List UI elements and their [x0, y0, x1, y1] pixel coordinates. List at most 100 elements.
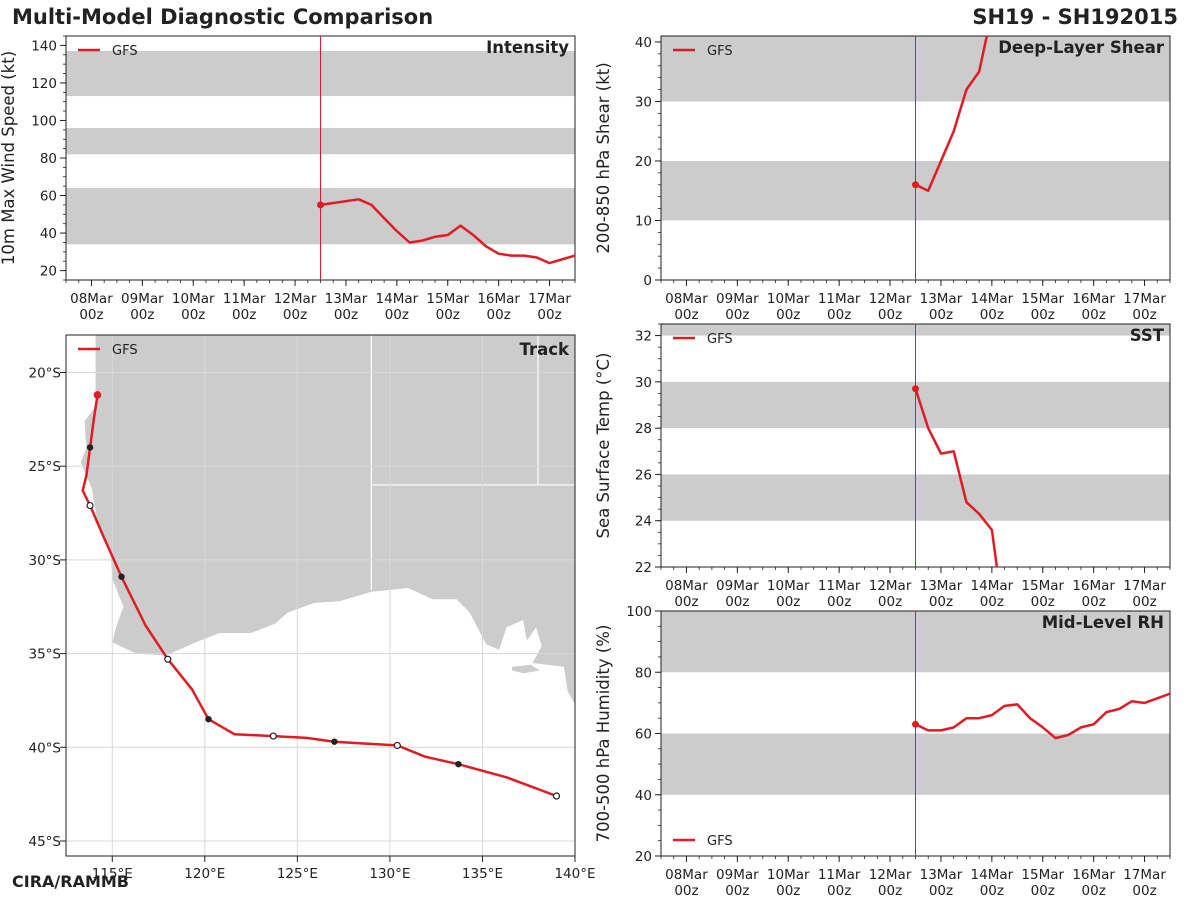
- track-point-00z: [118, 573, 125, 580]
- sst-legend-label: GFS: [707, 332, 733, 347]
- shear-xtick-label-hour: 00z: [827, 307, 851, 323]
- intensity-title: Intensity: [486, 38, 569, 57]
- intensity-xtick-label-hour: 00z: [385, 307, 409, 323]
- rh-legend-label: GFS: [707, 834, 733, 849]
- panel-shear: 01020304008Mar00z09Mar00z10Mar00z11Mar00…: [594, 35, 1171, 323]
- shear-series-gfs: [914, 36, 989, 192]
- intensity-ytick-label: 40: [40, 226, 57, 242]
- shear-ytick-label: 0: [643, 273, 652, 289]
- sst-xtick-label-day: 14Mar: [971, 578, 1014, 594]
- intensity-ytick-label: 120: [31, 76, 57, 92]
- rh-xtick-label-hour: 00z: [929, 883, 953, 899]
- track-ytick-label: 25°S: [29, 459, 62, 475]
- panel-rh: 2040608010008Mar00z09Mar00z10Mar00z11Mar…: [594, 604, 1171, 899]
- sst-xtick-label-hour: 00z: [878, 594, 902, 610]
- intensity-xtick-label-day: 12Mar: [274, 291, 317, 307]
- shear-xtick-label-hour: 00z: [878, 307, 902, 323]
- rh-ylabel: 700-500 hPa Humidity (%): [594, 625, 613, 843]
- rh-xtick-label-day: 16Mar: [1072, 867, 1115, 883]
- rh-xtick-label-day: 15Mar: [1021, 867, 1064, 883]
- rh-xtick-label-hour: 00z: [878, 883, 902, 899]
- sst-ytick-label: 22: [635, 560, 652, 576]
- sst-xtick-label-hour: 00z: [725, 594, 749, 610]
- shear-ytick-label: 40: [635, 35, 652, 51]
- track-ytick-label: 45°S: [29, 834, 62, 850]
- rh-ytick-label: 60: [635, 727, 652, 743]
- rh-xtick-label-hour: 00z: [1132, 883, 1156, 899]
- rh-xtick-label-hour: 00z: [674, 883, 698, 899]
- intensity-ytick-label: 140: [31, 38, 57, 54]
- intensity-xtick-label-day: 14Mar: [376, 291, 419, 307]
- sst-ytick-label: 24: [635, 514, 652, 530]
- intensity-series-gfs: [320, 198, 575, 265]
- shear-xtick-label-day: 11Mar: [818, 291, 861, 307]
- shear-xtick-label-day: 15Mar: [1021, 291, 1064, 307]
- rh-xtick-label-day: 11Mar: [818, 867, 861, 883]
- track-init-point: [93, 391, 102, 399]
- track-series-gfs: [81, 394, 557, 798]
- sst-xtick-label-day: 08Mar: [665, 578, 708, 594]
- intensity-xtick-label-day: 11Mar: [223, 291, 266, 307]
- intensity-xtick-label-day: 16Mar: [477, 291, 520, 307]
- rh-ytick-label: 20: [635, 849, 652, 865]
- rh-xtick-label-day: 09Mar: [716, 867, 759, 883]
- track-point-00z: [86, 444, 94, 451]
- intensity-xtick-label-hour: 00z: [283, 307, 307, 323]
- intensity-ytick-label: 80: [40, 151, 57, 167]
- track-xtick-label: 135°E: [462, 866, 503, 882]
- intensity-xtick-label-day: 17Mar: [528, 291, 571, 307]
- figure-title: Multi-Model Diagnostic Comparison: [12, 5, 434, 29]
- sst-xtick-label-hour: 00z: [776, 594, 800, 610]
- intensity-xtick-label-hour: 00z: [232, 307, 256, 323]
- shear-xtick-label-day: 17Mar: [1123, 291, 1166, 307]
- intensity-xtick-label-day: 13Mar: [325, 291, 368, 307]
- track-ytick-label: 30°S: [29, 553, 62, 569]
- sst-xtick-label-hour: 00z: [827, 594, 851, 610]
- shear-xtick-label-day: 10Mar: [767, 291, 810, 307]
- shear-xtick-label-hour: 00z: [1082, 307, 1106, 323]
- track-point-12z: [164, 655, 172, 663]
- intensity-ytick-label: 60: [40, 189, 57, 205]
- shear-xtick-label-day: 16Mar: [1072, 291, 1115, 307]
- rh-ytick-label: 40: [635, 788, 652, 804]
- sst-ytick-label: 28: [635, 421, 652, 437]
- sst-series-gfs: [914, 388, 999, 567]
- sst-xtick-label-day: 10Mar: [767, 578, 810, 594]
- track-frame: [65, 334, 576, 857]
- shear-xtick-label-hour: 00z: [929, 307, 953, 323]
- intensity-xtick-label-day: 09Mar: [121, 291, 164, 307]
- sst-xtick-label-day: 13Mar: [920, 578, 963, 594]
- track-point-12z: [393, 741, 401, 750]
- rh-xtick-label-day: 13Mar: [920, 867, 963, 883]
- sst-xtick-label-hour: 00z: [1031, 594, 1055, 610]
- track-ytick-label: 20°S: [29, 365, 62, 381]
- intensity-xtick-label-day: 10Mar: [172, 291, 215, 307]
- track-point-00z: [205, 715, 212, 723]
- panel-intensity: 2040608010012014008Mar00z09Mar00z10Mar00…: [0, 35, 576, 323]
- rh-xtick-label-day: 17Mar: [1123, 867, 1166, 883]
- shear-init-point: [912, 181, 919, 189]
- sst-ylabel: Sea Surface Temp (°C): [594, 353, 613, 539]
- australia-land: [80, 335, 575, 705]
- intensity-xtick-label-hour: 00z: [334, 307, 358, 323]
- track-xtick-label: 130°E: [369, 866, 410, 882]
- track-ytick-label: 35°S: [29, 647, 62, 663]
- intensity-xtick-label-day: 08Mar: [70, 291, 113, 307]
- track-ytick-label: 40°S: [29, 740, 62, 756]
- intensity-ytick-label: 100: [31, 113, 57, 129]
- sst-ytick-label: 26: [635, 467, 652, 483]
- sst-xtick-label-day: 16Mar: [1072, 578, 1115, 594]
- rh-title: Mid-Level RH: [1042, 613, 1164, 632]
- intensity-xtick-label-hour: 00z: [181, 307, 205, 323]
- shear-title: Deep-Layer Shear: [998, 38, 1165, 57]
- shear-legend-label: GFS: [707, 44, 733, 59]
- intensity-init-point: [317, 201, 324, 209]
- rh-xtick-label-hour: 00z: [980, 883, 1004, 899]
- sst-xtick-label-hour: 00z: [929, 594, 953, 610]
- shear-ytick-label: 10: [635, 213, 652, 229]
- rh-xtick-label-hour: 00z: [1031, 883, 1055, 899]
- intensity-xtick-label-hour: 00z: [436, 307, 460, 323]
- sst-title: SST: [1130, 326, 1165, 345]
- intensity-xtick-label-hour: 00z: [537, 307, 561, 323]
